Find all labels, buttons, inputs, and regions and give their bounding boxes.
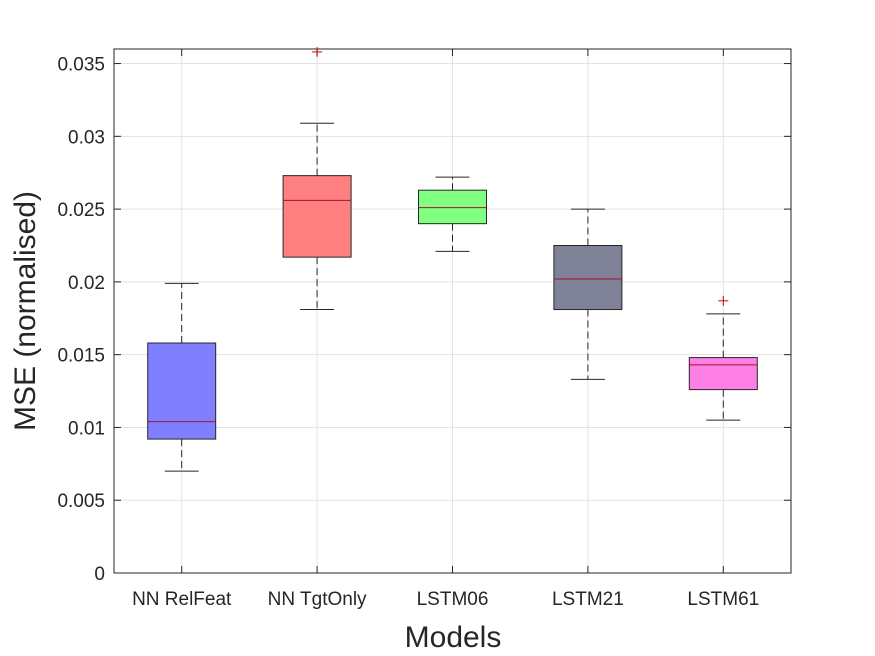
x-tick-label: LSTM21: [552, 589, 624, 610]
x-tick-label: LSTM06: [417, 589, 489, 610]
x-tick-label: NN TgtOnly: [268, 589, 367, 610]
box-iqr: [418, 189, 487, 225]
y-tick-label: 0.015: [57, 346, 105, 367]
x-tick-label: LSTM61: [687, 589, 759, 610]
y-tick-label: 0: [94, 564, 105, 585]
box-iqr: [147, 342, 217, 440]
box-iqr: [553, 245, 623, 311]
box-nn-tgtonly: [282, 46, 352, 311]
x-axis-label: Models: [405, 621, 502, 654]
x-tick-label: NN RelFeat: [132, 589, 232, 610]
y-axis-label: MSE (normalised): [9, 191, 42, 431]
y-tick-label: 0.005: [57, 491, 105, 512]
box-lstm21: [553, 208, 623, 380]
outlier-marker: [312, 46, 323, 57]
x-axis-ticks: NN RelFeat NN TgtOnly LSTM06 LSTM21 LSTM61: [132, 49, 759, 610]
y-tick-label: 0.025: [57, 200, 105, 221]
box-iqr: [688, 357, 758, 391]
boxes: [147, 46, 758, 472]
box-lstm06: [418, 176, 487, 252]
box-nn-relfeat: [147, 282, 217, 472]
y-tick-label: 0.01: [68, 418, 105, 439]
y-tick-label: 0.03: [68, 127, 105, 148]
box-lstm61: [688, 295, 758, 421]
y-axis-ticks: 0 0.005 0.01 0.015 0.02 0.025 0.03 0.035: [57, 55, 791, 585]
y-tick-label: 0.035: [57, 55, 105, 76]
box-iqr: [282, 175, 352, 258]
y-tick-label: 0.02: [68, 273, 105, 294]
outlier-marker: [718, 295, 729, 306]
